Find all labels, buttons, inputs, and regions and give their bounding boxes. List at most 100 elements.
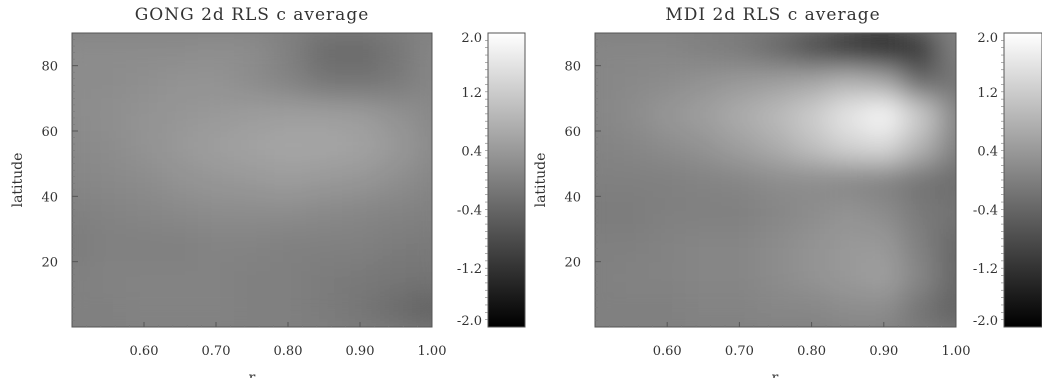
heatmap-cell: [234, 33, 271, 67]
heatmap-cell: [793, 98, 831, 132]
heatmap-cell: [234, 294, 271, 327]
colorbar-tick-label: -0.4: [457, 203, 482, 218]
x-tick-label: 0.80: [274, 344, 303, 359]
heatmap-cell: [414, 131, 432, 165]
heatmap-cell: [414, 33, 432, 67]
heatmap-cell: [685, 196, 723, 230]
heatmap-cell: [757, 196, 795, 230]
heatmap-cell: [613, 294, 651, 327]
heatmap-cell: [757, 294, 795, 327]
y-tick-label: 80: [41, 60, 58, 75]
heatmap-cell: [793, 131, 831, 165]
heatmap-cell: [306, 33, 343, 67]
heatmap-cell: [649, 229, 687, 263]
heatmap-cell: [865, 261, 903, 296]
heatmap-cell: [90, 229, 127, 263]
heatmap-cell: [613, 196, 651, 230]
heatmap-cell: [90, 33, 127, 67]
heatmap-cell: [595, 196, 614, 230]
colorbar-tick-label: 1.2: [977, 86, 998, 101]
heatmap-cell: [126, 229, 163, 263]
colorbar-tick-label: -2.0: [457, 314, 482, 329]
heatmap-cell: [757, 261, 795, 296]
heatmap-cell: [595, 229, 614, 263]
heatmap-cell: [829, 131, 867, 165]
heatmap-cell: [126, 196, 163, 230]
heatmap-cell: [793, 65, 831, 100]
heatmap-cell: [938, 261, 956, 296]
heatmap-cell: [234, 261, 271, 296]
heatmap-cell: [685, 65, 723, 100]
heatmap-cell: [685, 229, 723, 263]
heatmap-cell: [938, 163, 956, 198]
heatmap-cell: [126, 65, 163, 100]
heatmap-cell: [342, 131, 379, 165]
heatmap-cell: [72, 196, 91, 230]
x-axis-label: r: [772, 370, 779, 378]
heatmap-cell: [685, 33, 723, 67]
heatmap-cell: [721, 33, 759, 67]
colorbar-tick-label: -1.2: [457, 262, 482, 277]
heatmap-cell: [685, 261, 723, 296]
heatmap-cell: [595, 261, 614, 296]
heatmap-cell: [829, 33, 867, 67]
heatmap-cell: [126, 33, 163, 67]
heatmap-cell: [342, 196, 379, 230]
heatmap-cell: [865, 294, 903, 327]
heatmap-cell: [234, 163, 271, 198]
heatmap-cell: [685, 98, 723, 132]
heatmap-cell: [378, 33, 415, 67]
heatmap-cell: [198, 163, 235, 198]
heatmap-cell: [162, 229, 199, 263]
colorbar-tick-label: 2.0: [461, 31, 482, 46]
heatmap-cell: [90, 196, 127, 230]
heatmap-cell: [595, 65, 614, 100]
heatmap-cell: [198, 65, 235, 100]
heatmap-cell: [901, 261, 939, 296]
heatmap-cell: [162, 98, 199, 132]
heatmap-cell: [793, 163, 831, 198]
heatmap-cell: [234, 196, 271, 230]
heatmap-cell: [162, 163, 199, 198]
heatmap-cell: [270, 163, 307, 198]
heatmap-cell: [342, 294, 379, 327]
colorbar-tick-label: 1.2: [461, 86, 482, 101]
heatmap-cell: [649, 294, 687, 327]
heatmap-cell: [414, 196, 432, 230]
heatmap-cell: [938, 196, 956, 230]
heatmap-cell: [342, 163, 379, 198]
heatmap-cell: [865, 33, 903, 67]
heatmap-cell: [649, 65, 687, 100]
heatmap-cell: [270, 33, 307, 67]
heatmap-cell: [306, 163, 343, 198]
heatmap-cell: [721, 261, 759, 296]
colorbar-gradient: [1003, 32, 1042, 328]
gong-panel: GONG 2d RLS c average latitude r 0.60 0.7…: [10, 5, 526, 378]
heatmap-cell: [90, 65, 127, 100]
heatmap-cell: [414, 229, 432, 263]
y-tick-label: 40: [41, 190, 58, 205]
heatmap-cell: [72, 131, 91, 165]
heatmap-field: [595, 33, 956, 327]
heatmap-cell: [126, 131, 163, 165]
heatmap-cell: [270, 294, 307, 327]
heatmap-cell: [938, 98, 956, 132]
heatmap-cell: [198, 294, 235, 327]
heatmap-cell: [162, 65, 199, 100]
x-tick-label: 0.70: [725, 344, 754, 359]
heatmap-cell: [829, 163, 867, 198]
colorbar-tick-label: 0.4: [461, 145, 482, 160]
heatmap-cell: [901, 229, 939, 263]
heatmap-cell: [414, 294, 432, 327]
heatmap-cell: [198, 196, 235, 230]
heatmap-cell: [901, 163, 939, 198]
heatmap-cell: [829, 261, 867, 296]
heatmap-cell: [90, 98, 127, 132]
heatmap-cell: [414, 98, 432, 132]
heatmap-cell: [613, 33, 651, 67]
heatmap-cell: [306, 98, 343, 132]
heatmap-cell: [613, 98, 651, 132]
heatmap-cell: [162, 294, 199, 327]
heatmap-cell: [90, 163, 127, 198]
